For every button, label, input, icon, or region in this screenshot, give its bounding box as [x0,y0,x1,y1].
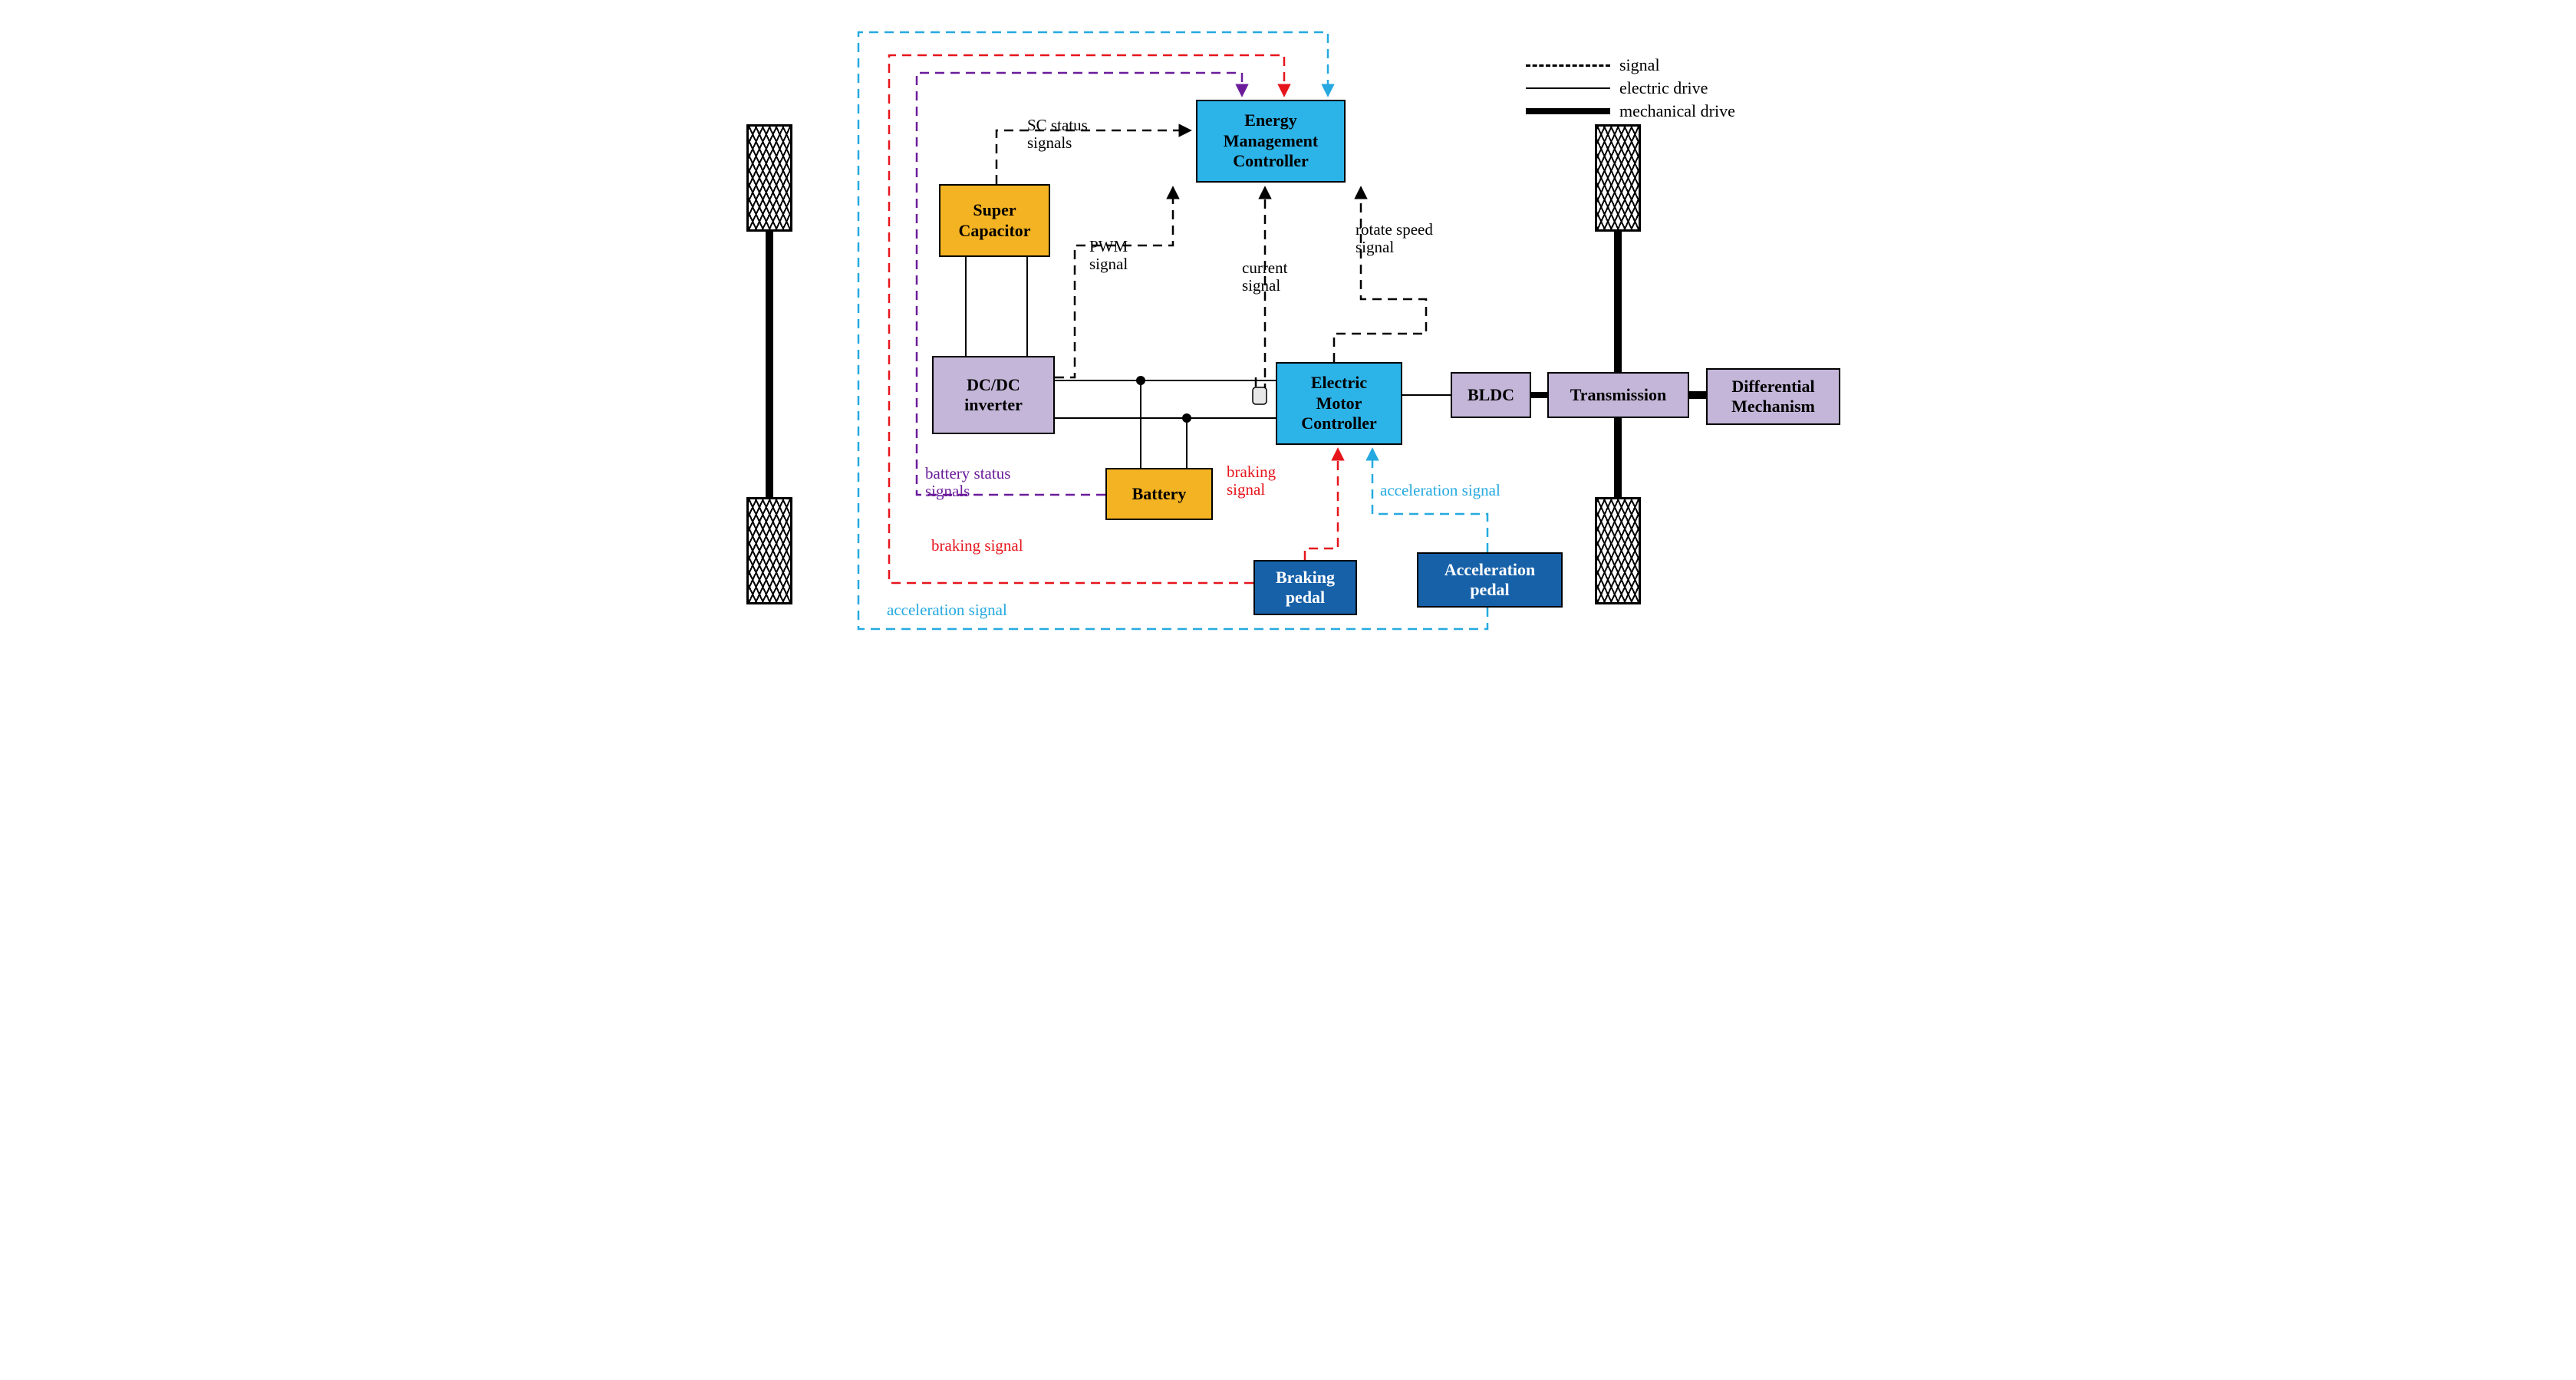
box-emotor: ElectricMotorController [1276,362,1402,445]
legend-row: mechanical drive [1526,100,1735,123]
sensor-node [1253,387,1267,404]
legend-swatch [1526,64,1610,67]
legend-row: signal [1526,54,1735,77]
box-bldc: BLDC [1451,372,1531,418]
box-accel_pedal: Accelerationpedal [1417,552,1563,608]
legend-swatch [1526,87,1610,89]
junction-dot [1136,376,1145,385]
signal-wire [1372,450,1487,552]
signal-wire [1055,188,1173,377]
box-super_cap: SuperCapacitor [939,184,1050,257]
signal-wire [1334,188,1426,362]
signal-wire [996,130,1190,184]
label-accel_long: acceleration signal [887,601,1007,619]
box-dcdc: DC/DCinverter [932,356,1055,434]
legend-text: electric drive [1619,78,1708,98]
legend: signal electric drive mechanical drive [1526,54,1735,123]
legend-row: electric drive [1526,77,1735,100]
box-battery: Battery [1105,468,1213,520]
junction-dot [1182,413,1191,423]
label-accel_sig: acceleration signal [1380,482,1500,499]
box-brake_pedal: Brakingpedal [1253,560,1357,615]
legend-text: signal [1619,55,1660,75]
box-trans: Transmission [1547,372,1689,418]
legend-swatch [1526,108,1610,114]
legend-text: mechanical drive [1619,101,1735,121]
label-bat_status: battery statussignals [925,465,1010,500]
label-braking_sig: brakingsignal [1227,463,1276,499]
label-rotate: rotate speedsignal [1356,221,1433,256]
wheel [1595,497,1641,604]
label-brake_long: braking signal [931,537,1023,555]
box-diff: DifferentialMechanism [1706,368,1840,425]
box-emc: EnergyManagementController [1196,100,1346,183]
label-sc_status: SC statussignals [1027,117,1088,152]
signal-wire [1305,450,1338,560]
wheel [1595,124,1641,232]
label-current: currentsignal [1242,259,1287,295]
label-pwm: PWMsignal [1089,238,1128,273]
wheel [746,124,792,232]
wheel [746,497,792,604]
